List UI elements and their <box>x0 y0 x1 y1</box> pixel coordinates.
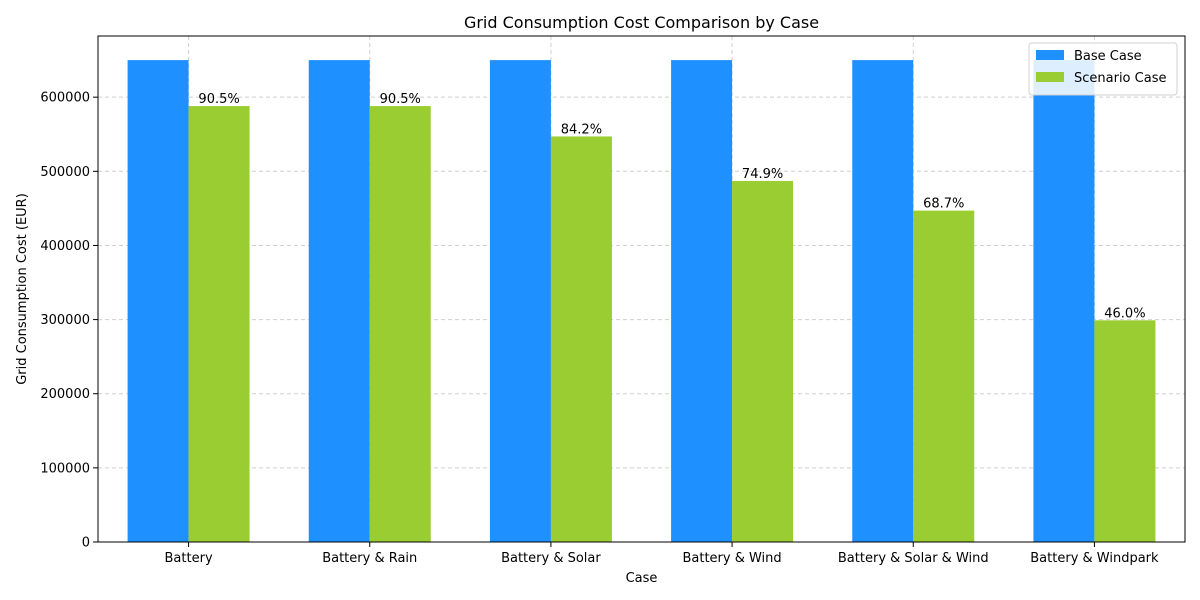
legend: Base Case Scenario Case <box>1028 42 1178 96</box>
x-axis-label: Case <box>626 571 658 586</box>
bar-data-label: 46.0% <box>1104 306 1145 321</box>
y-tick-label: 600000 <box>40 91 90 106</box>
bar-scenario-case <box>188 106 250 543</box>
x-tick-label: Battery <box>165 551 213 566</box>
bar-scenario-case <box>369 106 431 543</box>
x-tick-label: Battery & Solar <box>501 551 601 566</box>
y-tick-label: 0 <box>82 536 90 551</box>
y-tick-label: 100000 <box>40 461 90 476</box>
bar-data-label: 74.9% <box>742 167 783 182</box>
bar-data-label: 90.5% <box>198 92 239 107</box>
bar-data-label: 90.5% <box>380 92 421 107</box>
legend-swatch <box>1036 50 1064 60</box>
bar-data-label: 68.7% <box>923 197 964 212</box>
bar-base-case <box>671 60 733 542</box>
legend-swatch <box>1036 72 1064 82</box>
bar-base-case <box>852 60 914 542</box>
plot-frame <box>97 35 1186 543</box>
bar-scenario-case <box>732 180 794 542</box>
x-tick-label: Battery & Wind <box>682 551 781 566</box>
legend-label: Base Case <box>1074 49 1142 64</box>
legend-label: Scenario Case <box>1074 71 1166 86</box>
bar-scenario-case <box>1094 320 1156 542</box>
axes-layer: 0 100000 200000 300000 400000 500000 600000 Bat… <box>40 91 1159 566</box>
y-tick-label: 200000 <box>40 387 90 402</box>
legend-box <box>1028 42 1178 96</box>
bar-base-case <box>1033 60 1095 542</box>
chart-title: Grid Consumption Cost Comparison by Case <box>464 13 819 32</box>
bars-layer <box>127 60 1156 543</box>
x-tick-label: Battery & Rain <box>322 551 417 566</box>
bar-base-case <box>308 60 370 542</box>
bar-base-case <box>127 60 189 542</box>
x-tick-label: Battery & Windpark <box>1030 551 1159 566</box>
y-tick-label: 400000 <box>40 239 90 254</box>
y-tick-label: 300000 <box>40 313 90 328</box>
bar-data-label: 84.2% <box>561 122 602 137</box>
bar-scenario-case <box>913 210 975 542</box>
bar-scenario-case <box>550 136 612 542</box>
x-tick-label: Battery & Solar & Wind <box>838 551 989 566</box>
bar-base-case <box>489 60 551 542</box>
y-tick-label: 500000 <box>40 165 90 180</box>
bar-labels-layer: 90.5% 90.5% 84.2% 74.9% 68.7% 46.0% <box>198 92 1145 321</box>
y-axis-label: Grid Consumption Cost (EUR) <box>15 193 30 385</box>
